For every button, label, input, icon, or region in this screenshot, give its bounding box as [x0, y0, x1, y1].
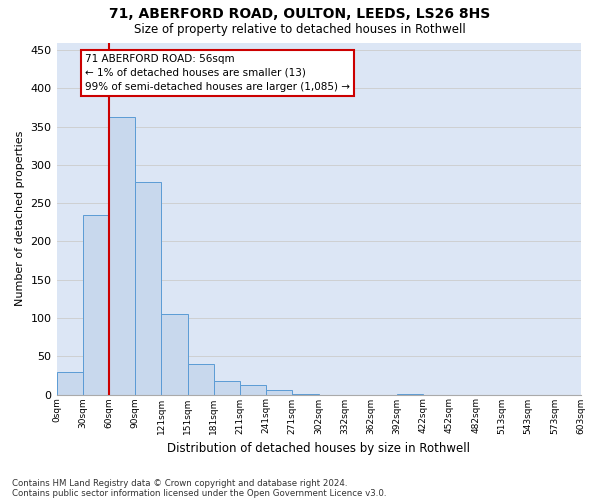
X-axis label: Distribution of detached houses by size in Rothwell: Distribution of detached houses by size …	[167, 442, 470, 455]
Text: 71, ABERFORD ROAD, OULTON, LEEDS, LS26 8HS: 71, ABERFORD ROAD, OULTON, LEEDS, LS26 8…	[109, 8, 491, 22]
Bar	[188, 364, 214, 394]
Text: 71 ABERFORD ROAD: 56sqm
← 1% of detached houses are smaller (13)
99% of semi-det: 71 ABERFORD ROAD: 56sqm ← 1% of detached…	[85, 54, 350, 92]
Bar	[109, 118, 135, 394]
Bar	[214, 380, 240, 394]
Y-axis label: Number of detached properties: Number of detached properties	[15, 131, 25, 306]
Bar	[266, 390, 292, 394]
Text: Size of property relative to detached houses in Rothwell: Size of property relative to detached ho…	[134, 22, 466, 36]
Text: Contains public sector information licensed under the Open Government Licence v3: Contains public sector information licen…	[12, 488, 386, 498]
Bar	[240, 386, 266, 394]
Bar	[161, 314, 188, 394]
Bar	[135, 182, 161, 394]
Text: Contains HM Land Registry data © Crown copyright and database right 2024.: Contains HM Land Registry data © Crown c…	[12, 478, 347, 488]
Bar	[83, 214, 109, 394]
Bar	[56, 372, 83, 394]
